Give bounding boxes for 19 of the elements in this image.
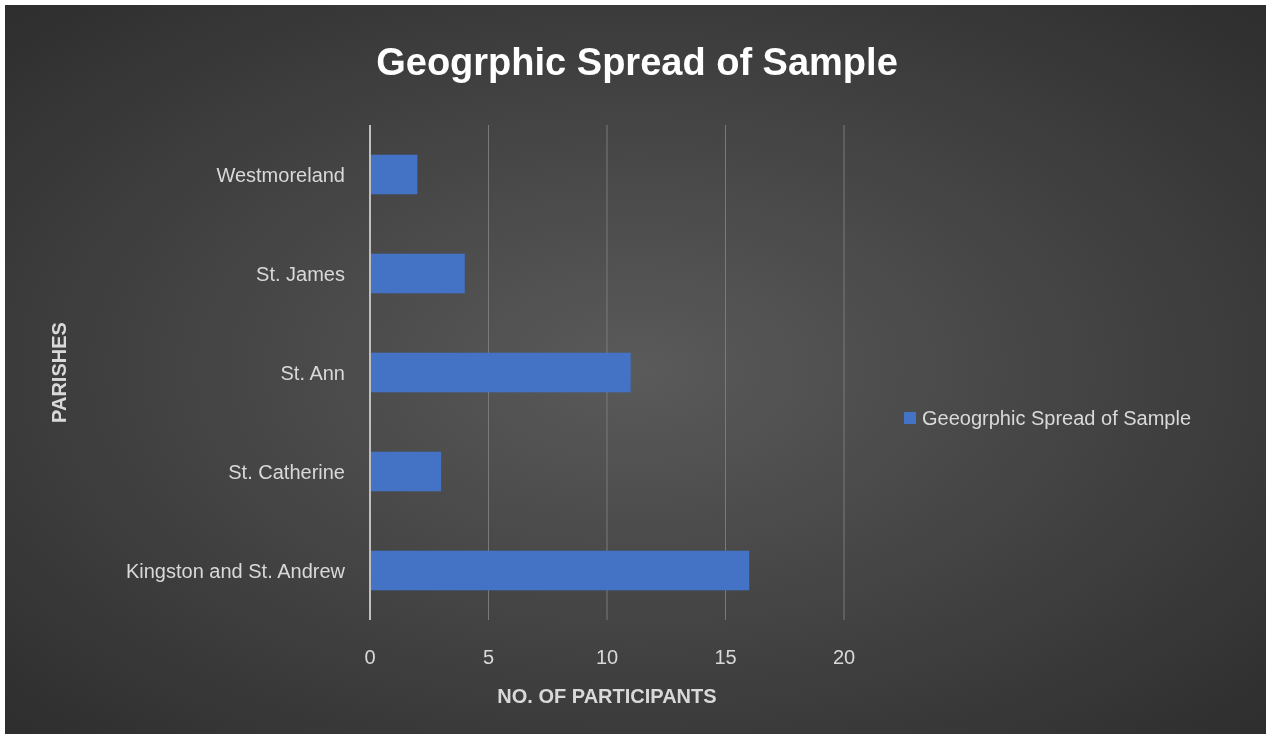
bar xyxy=(370,550,750,591)
y-axis-title: PARISHES xyxy=(48,322,70,423)
x-tick-label: 15 xyxy=(714,646,737,668)
bar xyxy=(370,253,465,294)
x-tick-label: 5 xyxy=(482,646,495,668)
y-tick-label: St. James xyxy=(256,262,345,285)
x-axis-title: NO. OF PARTICIPANTS xyxy=(497,685,717,707)
x-tick-label: 0 xyxy=(364,646,376,668)
legend-label: Geeogrphic Spread of Sample xyxy=(922,407,1192,429)
bar xyxy=(370,154,418,195)
bar xyxy=(370,352,631,393)
x-tick-label: 10 xyxy=(595,646,619,668)
x-tick-label: 20 xyxy=(832,646,856,668)
chart-title: Geogrphic Spread of Sample xyxy=(376,41,898,83)
y-tick-label: St. Catherine xyxy=(228,460,345,483)
y-tick-label: Westmoreland xyxy=(216,163,345,186)
bar xyxy=(370,451,442,492)
y-tick-label: St. Ann xyxy=(280,361,345,384)
y-tick-label: Kingston and St. Andrew xyxy=(125,559,346,582)
